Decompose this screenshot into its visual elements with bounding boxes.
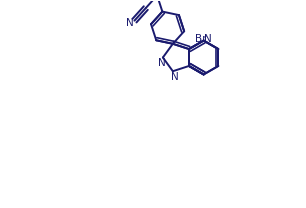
Text: N: N <box>158 58 166 68</box>
Text: Br: Br <box>195 33 206 43</box>
Text: N: N <box>204 34 212 44</box>
Text: N: N <box>171 72 178 82</box>
Text: N: N <box>126 18 134 28</box>
